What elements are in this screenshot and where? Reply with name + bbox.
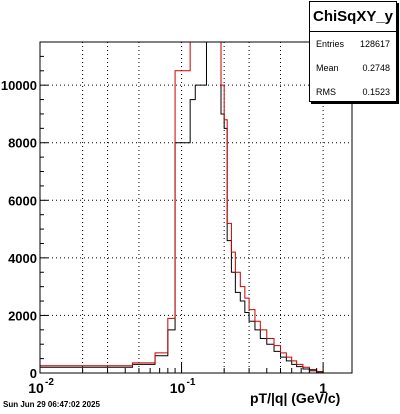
plot-frame (39, 41, 353, 374)
y-tick-label: 0 (30, 366, 37, 381)
y-tick-label: 2000 (8, 308, 37, 323)
stats-value: 128617 (359, 39, 390, 49)
stats-label: Entries (316, 39, 345, 49)
x-axis-title: pT/|q| (GeV/c) (250, 390, 341, 406)
stats-row-entries: Entries 128617 (310, 32, 396, 56)
x-tick-label: 10 (170, 380, 186, 396)
x-tick-exponent: -2 (45, 377, 54, 388)
y-tick-label: 6000 (8, 193, 37, 208)
stats-box: ChiSqXY_y Entries 128617 Mean 0.2748 RMS… (309, 1, 397, 102)
stats-label: RMS (316, 87, 336, 97)
x-tick-label: 10 (28, 380, 44, 396)
x-tick-label: 1 (319, 380, 327, 396)
stats-row-mean: Mean 0.2748 (310, 56, 396, 80)
y-tick-label: 4000 (8, 251, 37, 266)
timestamp-footer: Sun Jun 29 06:47:02 2025 (3, 400, 100, 409)
stats-value: 0.1523 (362, 87, 390, 97)
y-tick-label: 10000 (1, 78, 37, 93)
stats-value: 0.2748 (362, 63, 390, 73)
stats-label: Mean (316, 63, 339, 73)
series-line-1 (40, 42, 352, 373)
x-tick-exponent: -1 (187, 377, 196, 388)
stats-row-rms: RMS 0.1523 (310, 80, 396, 104)
series-line-0 (40, 42, 352, 373)
y-tick-label: 8000 (8, 136, 37, 151)
stats-title: ChiSqXY_y (310, 2, 396, 32)
